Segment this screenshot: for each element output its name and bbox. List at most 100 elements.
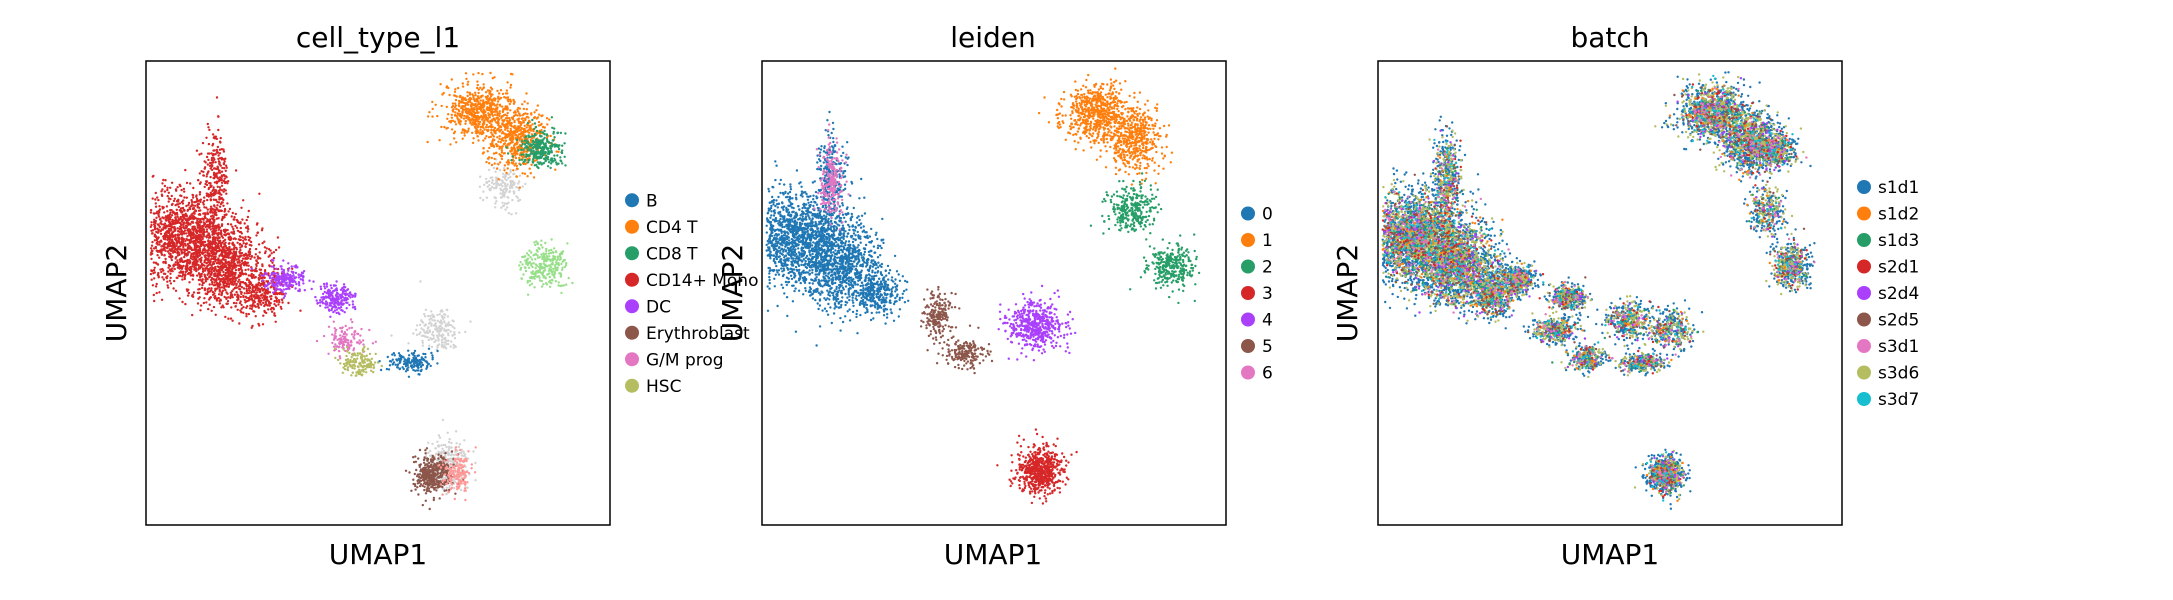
scatter-point <box>176 233 180 236</box>
scatter-point <box>506 167 509 170</box>
scatter-point <box>239 235 242 239</box>
scatter-point <box>243 237 246 241</box>
scatter-point <box>506 96 510 99</box>
scatter-point <box>447 328 450 332</box>
scatter-point <box>218 148 222 151</box>
scatter-point <box>220 201 224 204</box>
scatter-point <box>339 306 343 309</box>
scatter-point <box>419 365 423 369</box>
scatter-point <box>331 305 335 308</box>
scatter-point <box>245 312 248 316</box>
scatter-point <box>211 222 215 225</box>
scatter-point <box>300 271 304 274</box>
scatter-point <box>454 104 457 107</box>
scatter-point <box>302 282 305 285</box>
scatter-point <box>206 273 209 276</box>
scatter-point <box>437 339 440 342</box>
scatter-point <box>494 170 497 173</box>
scatter-point <box>177 217 181 220</box>
scatter-point <box>338 312 341 316</box>
scatter-point <box>170 245 173 248</box>
scatter-point <box>349 318 353 321</box>
scatter-point <box>202 243 205 246</box>
scatter-point <box>170 258 173 262</box>
scatter-point <box>481 115 484 119</box>
scatter-point <box>496 100 500 103</box>
scatter-point <box>233 263 236 266</box>
scatter-point <box>159 268 162 271</box>
scatter-point <box>501 185 504 188</box>
scatter-point <box>481 198 485 202</box>
scatter-point <box>188 281 191 284</box>
scatter-point <box>471 109 474 113</box>
scatter-point <box>212 208 216 211</box>
scatter-point <box>201 237 204 241</box>
scatter-point <box>333 327 336 330</box>
scatter-point <box>192 186 195 190</box>
scatter-point <box>478 185 482 188</box>
scatter-point <box>364 367 367 371</box>
scatter-point <box>189 182 192 185</box>
scatter-point <box>348 345 351 348</box>
scatter-point <box>222 204 225 207</box>
scatter-point <box>359 341 363 344</box>
scatter-point <box>201 278 204 282</box>
scatter-point <box>218 239 222 242</box>
scatter-point <box>345 307 348 310</box>
scatter-point <box>297 273 300 276</box>
scatter-point <box>496 114 499 117</box>
scatter-point <box>191 261 195 265</box>
scatter-point <box>498 184 501 187</box>
scatter-point <box>230 248 234 251</box>
scatter-point <box>449 323 453 327</box>
scatter-point <box>230 306 233 309</box>
scatter-point <box>528 167 531 170</box>
scatter-point <box>154 245 157 249</box>
scatter-point <box>278 283 281 286</box>
scatter-point <box>259 277 262 280</box>
scatter-point <box>225 291 228 294</box>
scatter-point <box>515 175 518 178</box>
scatter-point <box>185 268 188 271</box>
scatter-point <box>470 123 474 126</box>
scatter-point <box>213 213 216 216</box>
scatter-point <box>489 176 492 180</box>
scatter-point <box>444 330 448 333</box>
scatter-point <box>479 196 482 200</box>
scatter-point <box>460 100 463 103</box>
scatter-point <box>151 252 154 255</box>
scatter-point <box>494 202 497 205</box>
scatter-point <box>447 339 450 342</box>
scatter-point <box>334 343 337 346</box>
scatter-point <box>198 153 201 156</box>
scatter-point <box>503 177 507 180</box>
scatter-point <box>500 196 504 199</box>
scatter-point <box>440 343 444 347</box>
scatter-point <box>249 257 252 261</box>
scatter-point <box>167 264 171 267</box>
scatter-point <box>430 351 433 355</box>
scatter-point <box>449 345 452 348</box>
scatter-point <box>222 262 225 265</box>
scatter-point <box>437 434 441 437</box>
scatter-point <box>150 232 154 235</box>
scatter-point <box>198 291 201 294</box>
scatter-point <box>167 286 170 289</box>
scatter-point <box>207 142 211 146</box>
scatter-point <box>510 131 514 134</box>
scatter-point <box>263 288 266 291</box>
scatter-point <box>229 251 232 254</box>
scatter-point <box>213 135 216 138</box>
scatter-point <box>387 368 391 371</box>
scatter-point <box>435 334 439 337</box>
scatter-point <box>270 310 274 313</box>
scatter-point <box>239 274 242 278</box>
scatter-point <box>504 190 508 193</box>
scatter-point <box>464 330 467 334</box>
scatter-point <box>236 308 239 311</box>
scatter-point <box>200 286 204 290</box>
scatter-point <box>479 86 482 90</box>
scatter-point <box>498 135 501 138</box>
scatter-point <box>359 334 362 337</box>
